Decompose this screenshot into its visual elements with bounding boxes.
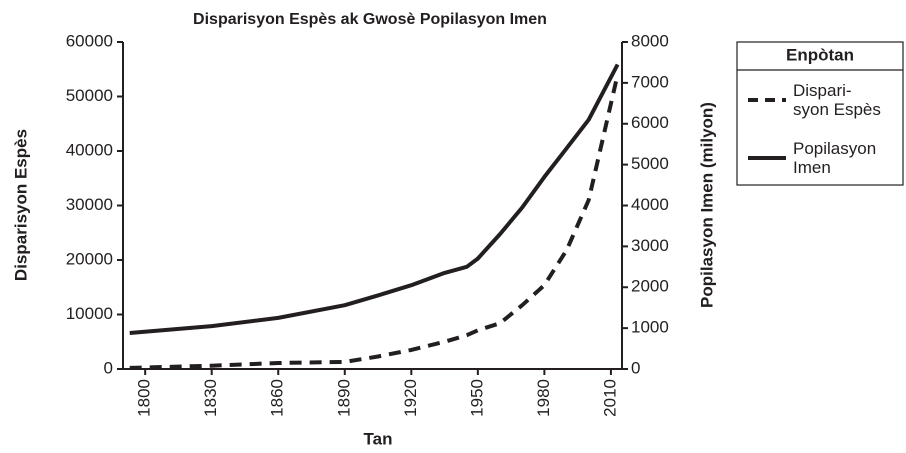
y-tick-label: 0 (104, 358, 113, 377)
x-tick-label: 1830 (201, 379, 220, 417)
x-axis-label: Tan (364, 429, 393, 448)
legend-label: Popilasyon Imen (793, 139, 876, 177)
y-tick-label: 20000 (66, 249, 113, 268)
y2-tick-label: 5000 (631, 154, 669, 173)
x-tick-label: 1980 (534, 379, 553, 417)
legend-box (736, 41, 904, 186)
legend-label: Dispari-syon Espès (793, 81, 881, 119)
x-tick-label: 1890 (334, 379, 353, 417)
y2-axis-label: Popilasyon Imen (milyon) (697, 102, 716, 308)
y2-tick-label: 2000 (631, 277, 669, 296)
x-tick-label: 1950 (467, 379, 486, 417)
series-line (129, 74, 620, 370)
series-line (129, 63, 620, 335)
y2-tick-label: 4000 (631, 195, 669, 214)
y2-tick-label: 8000 (631, 31, 669, 50)
y-tick-label: 60000 (66, 31, 113, 50)
y-tick-label: 50000 (66, 86, 113, 105)
x-tick-label: 1800 (135, 379, 154, 417)
legend-title: Enpòtan (786, 45, 854, 64)
y2-tick-label: 7000 (631, 72, 669, 91)
x-tick-label: 1860 (268, 379, 287, 417)
x-tick-label: 2010 (600, 379, 619, 417)
y-tick-label: 10000 (66, 304, 113, 323)
y2-tick-label: 1000 (631, 318, 669, 337)
y-tick-label: 40000 (66, 140, 113, 159)
y-tick-label: 30000 (66, 195, 113, 214)
y2-tick-label: 3000 (631, 236, 669, 255)
y-axis-label: Disparisyon Espès (11, 129, 30, 281)
x-tick-label: 1920 (401, 379, 420, 417)
chart-title: Disparisyon Espès ak Gwosè Popilasyon Im… (193, 11, 547, 28)
y2-tick-label: 0 (631, 358, 640, 377)
y2-tick-label: 6000 (631, 113, 669, 132)
